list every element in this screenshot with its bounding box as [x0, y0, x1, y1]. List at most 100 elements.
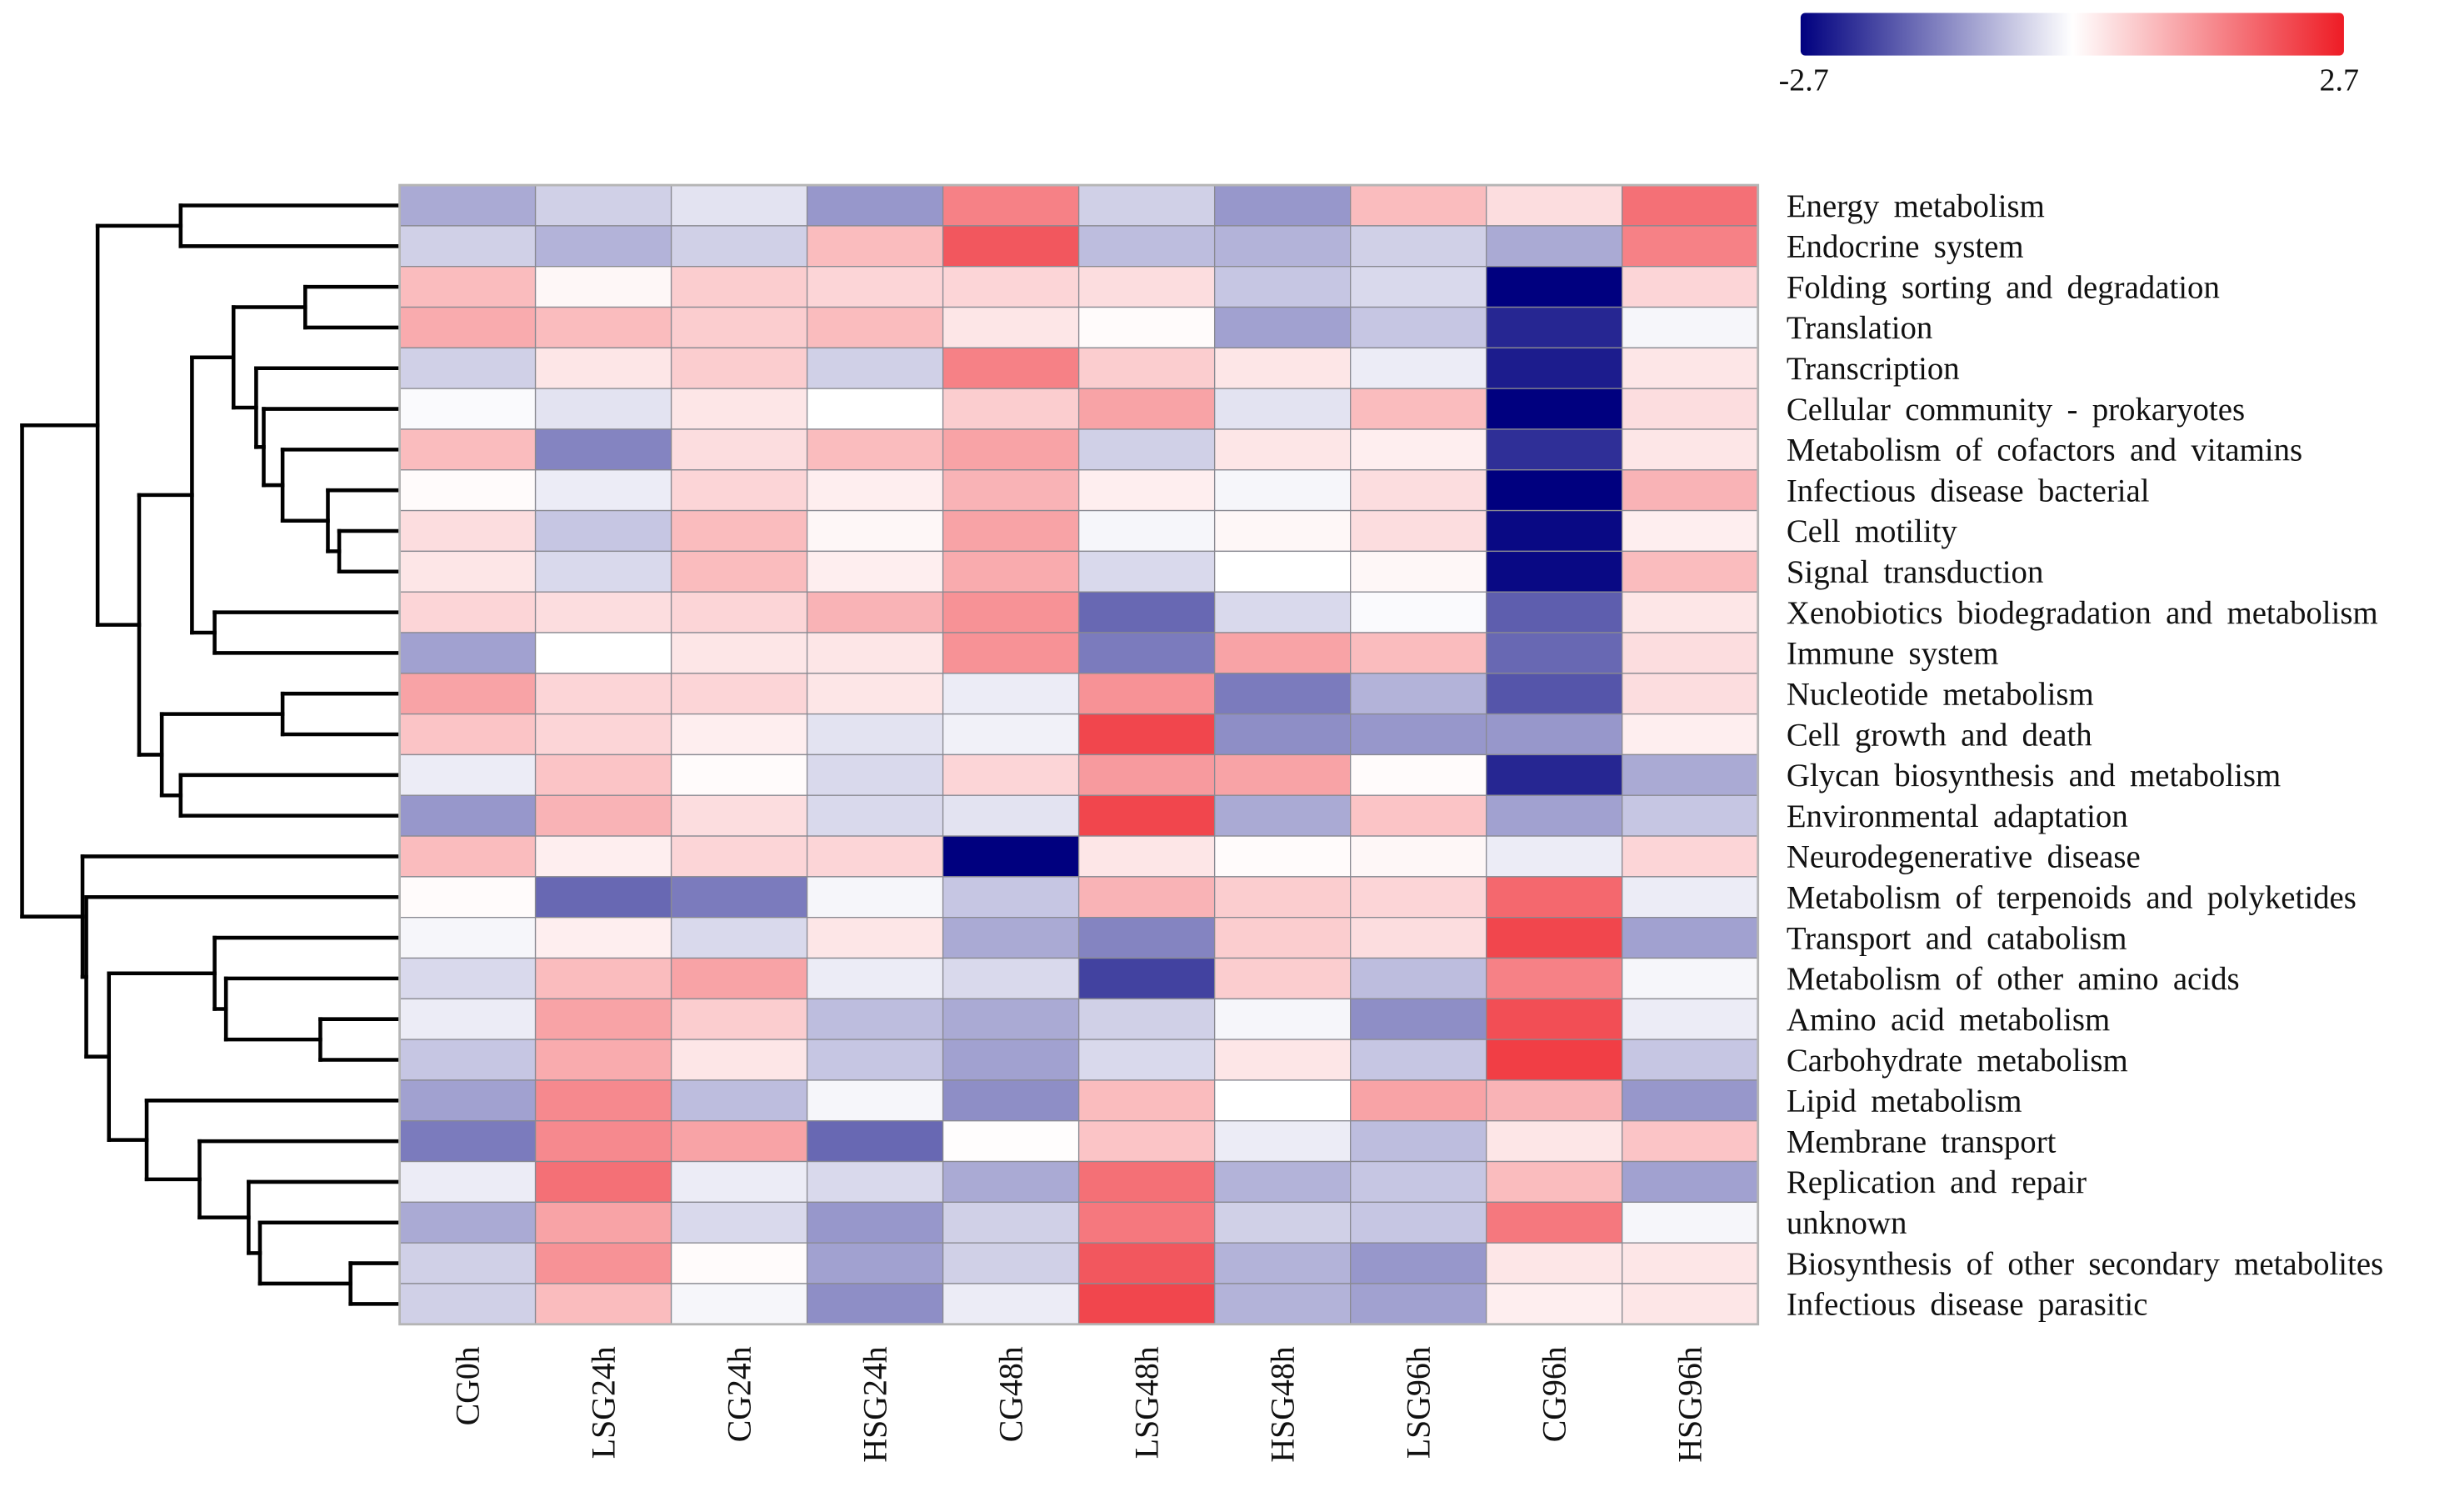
colorbar: -2.7 2.7 [1779, 13, 2359, 98]
heatmap-cell [942, 347, 1080, 389]
heatmap-cell [534, 916, 672, 959]
heatmap-cell [1350, 509, 1487, 553]
heatmap-cell [1077, 1120, 1216, 1163]
heatmap-cell [1486, 225, 1623, 268]
heatmap-cell [534, 347, 672, 389]
column-label: CG48h [992, 1346, 1029, 1442]
row-label: Carbohydrate metabolism [1787, 1043, 2128, 1079]
heatmap-cell [942, 1283, 1080, 1325]
heatmap-cell [1622, 794, 1759, 837]
heatmap-cell [1622, 1160, 1759, 1203]
heatmap-cell [1077, 428, 1216, 471]
row-label: Transcription [1787, 351, 1960, 387]
heatmap-cell [806, 266, 944, 308]
column-label: HSG48h [1264, 1346, 1301, 1462]
heatmap-cell [1213, 266, 1352, 308]
heatmap-cell [942, 998, 1080, 1040]
heatmap-cell [1486, 916, 1623, 959]
heatmap-cell [670, 550, 808, 593]
heatmap-cell [1622, 673, 1759, 715]
heatmap-cell [1622, 916, 1759, 959]
heatmap-cell [534, 1039, 672, 1081]
heatmap-cell [1622, 1079, 1759, 1122]
heatmap-cell [1350, 713, 1487, 756]
heatmap-cell [1213, 388, 1352, 430]
heatmap-cell [670, 835, 808, 878]
heatmap-cell [534, 388, 672, 430]
heatmap-cell [1077, 673, 1216, 715]
heatmap-cell [1213, 347, 1352, 389]
row-label: Nucleotide metabolism [1787, 676, 2094, 712]
heatmap-cell [1213, 673, 1352, 715]
heatmap-cell [1077, 1039, 1216, 1081]
row-label: Replication and repair [1787, 1164, 2087, 1200]
row-label: Folding sorting and degradation [1787, 269, 2220, 305]
heatmap-cell [398, 550, 537, 593]
heatmap-cell [1622, 591, 1759, 633]
column-labels: CG0h LSG24h CG24h HSG24h CG48h LSG48h HSG48h LS… [449, 1346, 1708, 1462]
heatmap-cell [398, 1160, 537, 1203]
row-label: Biosynthesis of other secondary metaboli… [1787, 1246, 2383, 1282]
heatmap-cell [670, 632, 808, 674]
heatmap-cell [1077, 184, 1216, 227]
heatmap-cell [942, 1201, 1080, 1244]
heatmap-cell [1213, 591, 1352, 633]
heatmap-cell [1350, 957, 1487, 999]
heatmap-cell [1486, 1283, 1623, 1325]
heatmap-cell [534, 428, 672, 471]
heatmap-cell [1486, 794, 1623, 837]
heatmap-cell [1213, 1079, 1352, 1122]
heatmap-cell [670, 754, 808, 796]
heatmap-cell [1077, 550, 1216, 593]
heatmap-cell [1622, 713, 1759, 756]
heatmap-cell [806, 509, 944, 553]
heatmap-cell [1350, 1283, 1487, 1325]
heatmap-cell [942, 713, 1080, 756]
column-label: CG96h [1536, 1346, 1572, 1442]
column-label: HSG24h [857, 1346, 893, 1462]
row-label: Immune system [1787, 636, 1999, 672]
heatmap-cell [1486, 388, 1623, 430]
heatmap-cell [1350, 591, 1487, 633]
row-label: unknown [1787, 1205, 1907, 1241]
heatmap-cell [670, 916, 808, 959]
heatmap-cell [670, 347, 808, 389]
heatmap-cell [1350, 673, 1487, 715]
heatmap-cell [1077, 998, 1216, 1040]
heatmap-cell [1622, 184, 1759, 227]
row-label: Metabolism of cofactors and vitamins [1787, 433, 2302, 468]
heatmap-cell [1077, 754, 1216, 796]
heatmap-cell [806, 591, 944, 633]
heatmap-cell [398, 754, 537, 796]
heatmap-cell [806, 347, 944, 389]
row-label: Neurodegenerative disease [1787, 839, 2141, 875]
heatmap-cell [1486, 509, 1623, 553]
heatmap-cell [670, 591, 808, 633]
heatmap-cell [534, 550, 672, 593]
heatmap-cell [806, 1039, 944, 1081]
heatmap-cell [1077, 632, 1216, 674]
heatmap-cell [1213, 509, 1352, 553]
heatmap-cell [670, 794, 808, 837]
column-label: LSG48h [1128, 1346, 1165, 1459]
heatmap-cell [534, 1283, 672, 1325]
heatmap-cell [942, 550, 1080, 593]
row-label: Infectious disease bacterial [1787, 473, 2150, 508]
row-label: Translation [1787, 310, 1933, 346]
heatmap-cell [806, 632, 944, 674]
heatmap-cell [670, 1160, 808, 1203]
column-label: HSG96h [1672, 1346, 1708, 1462]
heatmap-cell [1350, 1201, 1487, 1244]
heatmap-cell [1077, 1242, 1216, 1284]
heatmap-cell [1077, 469, 1216, 512]
heatmap-cell [1486, 347, 1623, 389]
heatmap-cell [534, 266, 672, 308]
heatmap-cell [398, 225, 537, 268]
heatmap-cell [1213, 632, 1352, 674]
heatmap-cell [1622, 347, 1759, 389]
heatmap-cell [670, 469, 808, 512]
heatmap-cell [1486, 1242, 1623, 1284]
colorbar-min-label: -2.7 [1779, 63, 1829, 98]
heatmap-cell [1486, 469, 1623, 512]
heatmap-cell [1486, 428, 1623, 471]
